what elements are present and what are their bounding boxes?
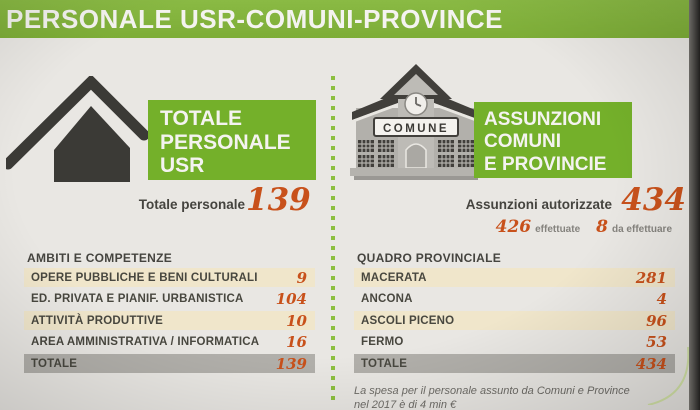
table-row: MACERATA 281 [354, 268, 675, 287]
right-table: MACERATA 281 ANCONA 4 ASCOLI PICENO 96 F… [354, 268, 675, 376]
row-value: 281 [635, 268, 667, 287]
substat-value: 8 [596, 217, 608, 237]
leaf-swoosh-decoration [634, 333, 694, 410]
right-title-line: ASSUNZIONI [484, 109, 602, 130]
left-title-line: TOTALE [160, 107, 243, 130]
row-value: 9 [296, 268, 307, 287]
substat-value: 426 [495, 217, 532, 237]
row-value: 4 [656, 290, 667, 308]
table-row: FERMO 53 [354, 333, 675, 352]
left-title-box: TOTALE PERSONALE USR [148, 100, 316, 180]
table-row: AREA AMMINISTRATIVA / INFORMATICA 16 [24, 333, 315, 352]
right-title-line: COMUNI [484, 131, 562, 153]
row-label: ED. PRIVATA E PIANIF. URBANISTICA [31, 293, 244, 305]
table-row: ANCONA 4 [354, 290, 675, 309]
table-row: ASCOLI PICENO 96 [354, 311, 675, 330]
row-value: 16 [286, 333, 307, 351]
row-value: 104 [275, 290, 307, 308]
row-label: TOTALE [31, 357, 78, 370]
left-stat-label: Totale personale [138, 197, 245, 212]
row-label: ASCOLI PICENO [361, 314, 455, 327]
table-row: OPERE PUBBLICHE E BENI CULTURALI 9 [24, 268, 315, 287]
town-hall-icon: COMUNE [350, 62, 482, 189]
footnote-line: nel 2017 è di 4 min € [354, 399, 457, 410]
row-label: FERMO [361, 336, 404, 348]
substat-label: da effettuare [611, 224, 672, 235]
page-title: PERSONALE USR-COMUNI-PROVINCE [6, 4, 503, 34]
right-table-header: QUADRO PROVINCIALE [357, 251, 502, 265]
left-title-line: USR [160, 154, 205, 178]
right-substats: 426 effettuate 8 da effettuare [420, 217, 672, 237]
row-label: ANCONA [361, 293, 413, 305]
row-label: TOTALE [361, 357, 408, 370]
row-value: 434 [635, 354, 667, 373]
row-value: 139 [275, 354, 307, 373]
comune-sign-text: COMUNE [383, 123, 449, 135]
table-row: ED. PRIVATA E PIANIF. URBANISTICA 104 [24, 290, 315, 309]
row-value: 10 [286, 311, 307, 330]
right-title-box: ASSUNZIONI COMUNI E PROVINCIE [474, 102, 632, 178]
row-value: 96 [646, 311, 667, 330]
row-value: 53 [646, 333, 667, 351]
right-title-line: E PROVINCIE [484, 153, 607, 175]
table-row-total: TOTALE 139 [24, 354, 315, 373]
right-stat-value: 434 [621, 182, 686, 218]
table-row-total: TOTALE 434 [354, 354, 675, 373]
header-bar: PERSONALE USR-COMUNI-PROVINCE [0, 0, 700, 38]
substat-label: effettuate [535, 224, 581, 235]
left-title-line: PERSONALE [160, 130, 291, 154]
left-table: OPERE PUBBLICHE E BENI CULTURALI 9 ED. P… [24, 268, 315, 376]
row-label: OPERE PUBBLICHE E BENI CULTURALI [31, 271, 258, 284]
footnote: La spesa per il personale assunto da Com… [354, 384, 684, 410]
dotted-divider [331, 76, 335, 402]
left-stat-value: 139 [246, 182, 311, 218]
footnote-line: La spesa per il personale assunto da Com… [354, 385, 630, 397]
row-label: ATTIVITÀ PRODUTTIVE [31, 314, 164, 327]
right-stat-label: Assunzioni autorizzate [465, 197, 612, 212]
table-row: ATTIVITÀ PRODUTTIVE 10 [24, 311, 315, 330]
house-icon [2, 74, 154, 193]
row-label: AREA AMMINISTRATIVA / INFORMATICA [31, 336, 260, 348]
screen-edge [689, 0, 700, 410]
left-table-header: AMBITI E COMPETENZE [27, 251, 173, 265]
row-label: MACERATA [361, 271, 427, 284]
